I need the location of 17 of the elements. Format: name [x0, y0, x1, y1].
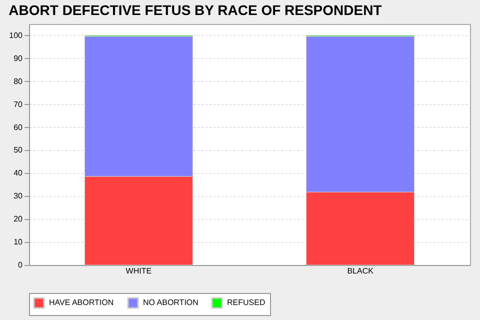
- chart-title: ABORT DEFECTIVE FETUS BY RACE OF RESPONDENT: [8, 2, 382, 18]
- y-tick-label: 60: [14, 122, 24, 132]
- y-tick-label: 80: [14, 76, 24, 86]
- y-tick-label: 90: [14, 54, 24, 63]
- y-tick-label: 10: [14, 238, 24, 247]
- y-tick-label: 50: [14, 146, 24, 155]
- legend-label: NO ABORTION: [143, 298, 199, 307]
- y-tick-label: 0: [18, 260, 24, 270]
- y-tick-label: 20: [14, 214, 24, 224]
- y-tick-label: 40: [14, 168, 24, 178]
- y-tick-label: 30: [14, 192, 24, 201]
- y-tick-label: 100: [9, 30, 24, 40]
- y-tick-label: 70: [14, 100, 24, 109]
- x-tick-label: BLACK: [347, 266, 374, 276]
- legend-label: REFUSED: [227, 298, 266, 307]
- x-tick-label: WHITE: [126, 266, 152, 276]
- legend-label: HAVE ABORTION: [49, 298, 114, 307]
